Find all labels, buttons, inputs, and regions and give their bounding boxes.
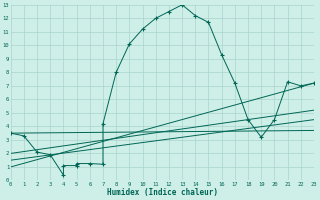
X-axis label: Humidex (Indice chaleur): Humidex (Indice chaleur) [107,188,218,197]
